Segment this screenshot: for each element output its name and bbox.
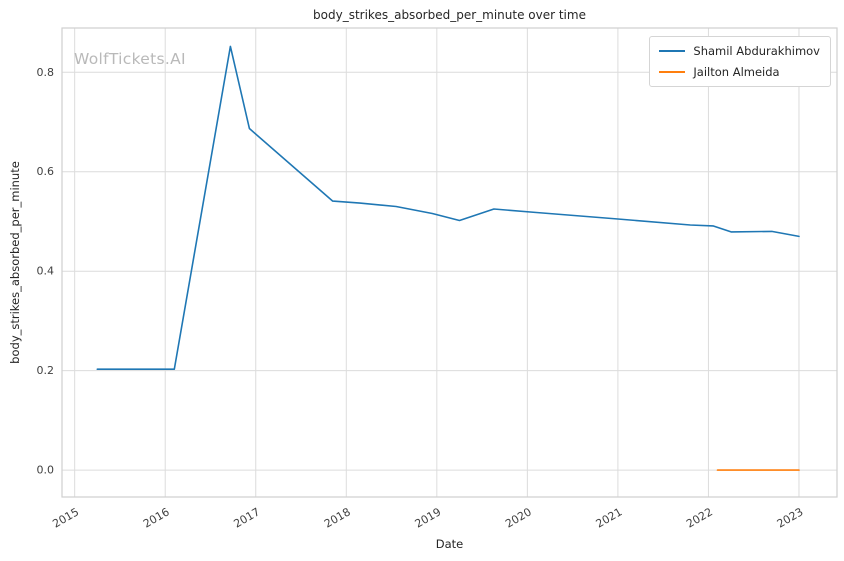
y-tick-label: 0.8 xyxy=(37,66,55,79)
x-tick-label: 2021 xyxy=(594,505,625,530)
x-tick-label: 2017 xyxy=(232,505,263,530)
series-line-1 xyxy=(96,45,800,371)
plot-border xyxy=(61,27,838,498)
x-tick-label: 2020 xyxy=(503,505,534,530)
x-tick-label: 2022 xyxy=(684,505,715,530)
x-tick-label: 2015 xyxy=(50,505,81,530)
y-axis-label: body_strikes_absorbed_per_minute xyxy=(8,161,22,364)
plot-background xyxy=(62,28,837,497)
x-tick-label: 2018 xyxy=(322,505,353,530)
legend: Shamil Abdurakhimov Jailton Almeida xyxy=(649,36,831,87)
y-tick-label: 0.0 xyxy=(37,464,55,477)
legend-label-series2: Jailton Almeida xyxy=(693,65,780,79)
legend-swatch-series1 xyxy=(659,50,686,52)
x-axis-label: Date xyxy=(435,537,464,551)
legend-label-series1: Shamil Abdurakhimov xyxy=(693,44,820,58)
y-tick-label: 0.2 xyxy=(37,364,55,377)
x-tick-label: 2023 xyxy=(775,505,806,530)
y-tick-label: 0.6 xyxy=(37,165,55,178)
y-tick-label: 0.4 xyxy=(37,265,55,278)
legend-item-jailton: Jailton Almeida xyxy=(659,65,820,79)
chart-title: body_strikes_absorbed_per_minute over ti… xyxy=(313,8,586,22)
legend-item-shamil: Shamil Abdurakhimov xyxy=(659,44,820,58)
legend-swatch-series2 xyxy=(659,71,686,73)
watermark: WolfTickets.AI xyxy=(74,50,186,68)
x-tick-label: 2019 xyxy=(413,505,444,530)
x-tick-label: 2016 xyxy=(141,505,172,530)
